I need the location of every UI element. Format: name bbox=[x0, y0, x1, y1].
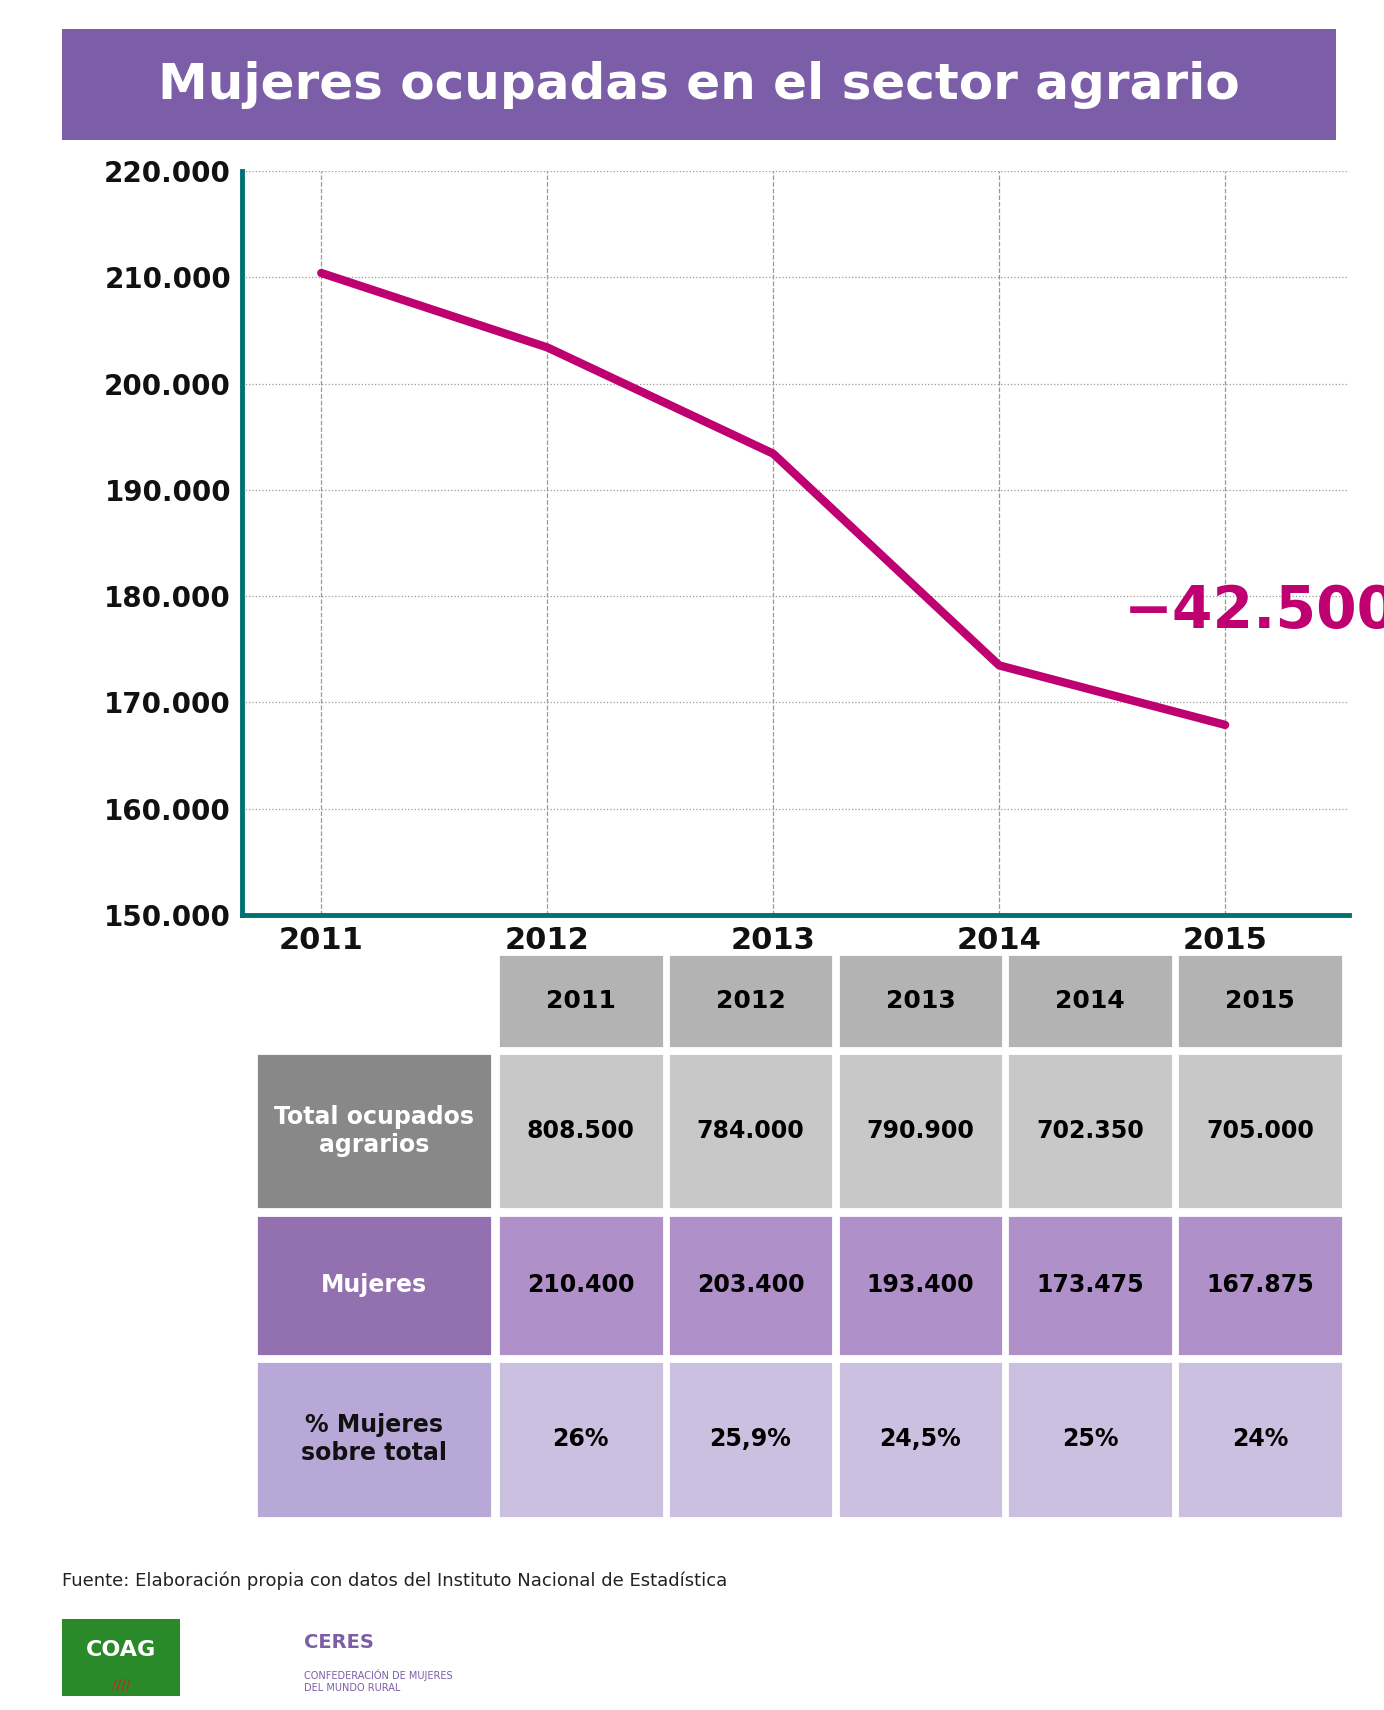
Text: 193.400: 193.400 bbox=[866, 1274, 974, 1298]
Text: 24%: 24% bbox=[1232, 1428, 1289, 1452]
Text: 790.900: 790.900 bbox=[866, 1118, 974, 1144]
Text: Mujeres: Mujeres bbox=[321, 1274, 426, 1298]
Text: 808.500: 808.500 bbox=[527, 1118, 634, 1144]
Text: −42.500: −42.500 bbox=[1124, 583, 1384, 641]
Text: 702.350: 702.350 bbox=[1037, 1118, 1145, 1144]
Text: 25%: 25% bbox=[1062, 1428, 1118, 1452]
Text: 203.400: 203.400 bbox=[696, 1274, 804, 1298]
Text: % Mujeres
sobre total: % Mujeres sobre total bbox=[300, 1414, 447, 1465]
Text: Total ocupados
agrarios: Total ocupados agrarios bbox=[274, 1105, 473, 1158]
Text: 2015: 2015 bbox=[1225, 988, 1295, 1012]
Text: Mujeres ocupadas en el sector agrario: Mujeres ocupadas en el sector agrario bbox=[158, 60, 1240, 109]
Text: 167.875: 167.875 bbox=[1207, 1274, 1315, 1298]
Text: 25,9%: 25,9% bbox=[710, 1428, 792, 1452]
Text: 2011: 2011 bbox=[545, 988, 616, 1012]
Text: 26%: 26% bbox=[552, 1428, 609, 1452]
Text: 24,5%: 24,5% bbox=[880, 1428, 962, 1452]
Text: 2014: 2014 bbox=[1056, 988, 1125, 1012]
Text: 173.475: 173.475 bbox=[1037, 1274, 1145, 1298]
Text: CONFEDERACIÓN DE MUJERES
DEL MUNDO RURAL: CONFEDERACIÓN DE MUJERES DEL MUNDO RURAL bbox=[304, 1669, 453, 1693]
Text: 2013: 2013 bbox=[886, 988, 955, 1012]
Text: 210.400: 210.400 bbox=[527, 1274, 634, 1298]
Text: 705.000: 705.000 bbox=[1207, 1118, 1315, 1144]
Text: 784.000: 784.000 bbox=[696, 1118, 804, 1144]
Text: CERES: CERES bbox=[304, 1633, 374, 1652]
Text: ////: //// bbox=[112, 1678, 130, 1691]
Text: 2012: 2012 bbox=[716, 988, 785, 1012]
Text: Fuente: Elaboración propia con datos del Instituto Nacional de Estadística: Fuente: Elaboración propia con datos del… bbox=[62, 1571, 728, 1590]
Text: COAG: COAG bbox=[86, 1640, 156, 1660]
